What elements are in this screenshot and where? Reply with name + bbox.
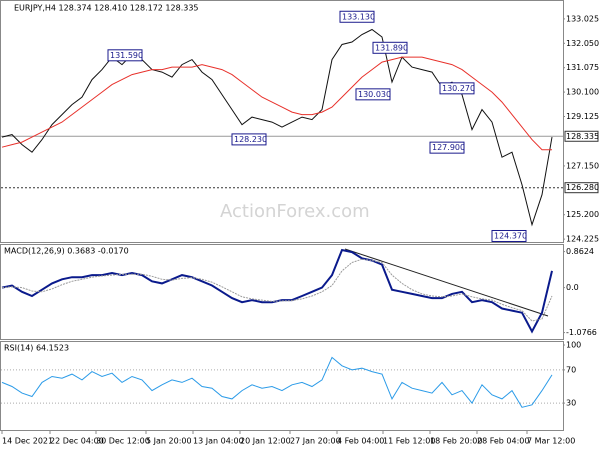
y-tick-label: 133.025: [566, 14, 599, 23]
series-line: [1, 258, 553, 322]
x-tick-label: 14 Dec 2021: [2, 437, 53, 446]
series-line: [1, 356, 553, 408]
series-line: [1, 28, 553, 227]
x-tick-label: 13 Jan 04:00: [193, 437, 244, 446]
annotation-box: [429, 141, 465, 154]
y-tick-label: 100: [566, 341, 581, 350]
x-tick-label: 18 Feb 20:00: [430, 437, 482, 446]
y-tick-label: 0.0: [566, 283, 579, 292]
x-tick-label: 5 Jan 20:00: [146, 437, 192, 446]
y-tick-label: 30: [566, 399, 576, 408]
series-line: [1, 248, 553, 334]
y-tick-label: 124.225: [566, 235, 599, 244]
y-tick-label: 129.125: [566, 112, 599, 121]
price-label: 128.335: [566, 132, 599, 141]
annotation-label: 131.890: [375, 43, 408, 52]
y-tick-label: -1.0766: [566, 328, 597, 337]
annotation-box: [372, 41, 408, 54]
annotation-box: [107, 49, 143, 62]
x-tick-label: 30 Dec 12:00: [96, 437, 150, 446]
x-tick-label: 4 Feb 04:00: [337, 437, 384, 446]
annotation-label: 130.030: [358, 90, 391, 99]
watermark: ActionForex.com: [220, 201, 370, 222]
annotation-label: 128.230: [234, 135, 267, 144]
x-tick-label: 22 Dec 04:00: [50, 437, 104, 446]
x-tick-label: 27 Jan 20:00: [290, 437, 341, 446]
price-panel: [0, 0, 564, 243]
annotation-box: [439, 82, 475, 95]
annotation-label: 130.270: [442, 84, 475, 93]
x-tick-label: 28 Feb 04:00: [477, 437, 529, 446]
rsi-title: RSI(14) 64.1523: [4, 344, 69, 353]
price-label-box: [564, 182, 599, 194]
chart-title: EURJPY,H4 128.374 128.410 128.172 128.33…: [14, 4, 199, 13]
y-tick-label: 130.100: [566, 88, 599, 97]
y-tick-label: 131.075: [566, 63, 599, 72]
annotation-label: 124.370: [494, 231, 527, 240]
annotation-box: [355, 88, 391, 101]
macd-panel: [0, 244, 564, 340]
annotation-box: [339, 10, 375, 23]
macd-title: MACD(12,26,9) 0.3683 -0.0170: [4, 247, 129, 256]
y-tick-label: 0.8624: [566, 247, 594, 256]
x-tick-label: 11 Feb 12:00: [383, 437, 435, 446]
annotation-box: [231, 133, 267, 146]
y-tick-label: 125.200: [566, 210, 599, 219]
price-label: 126.280: [566, 183, 599, 192]
x-tick-label: 20 Jan 12:00: [240, 437, 291, 446]
annotation-box: [491, 229, 527, 242]
y-tick-label: 70: [566, 365, 576, 374]
trend-line: [344, 248, 549, 317]
y-tick-label: 127.150: [566, 161, 599, 170]
series-line: [1, 56, 552, 151]
y-tick-label: 132.050: [566, 39, 599, 48]
annotation-label: 133.130: [342, 12, 375, 21]
annotation-label: 131.590: [110, 51, 143, 60]
x-tick-label: 7 Mar 12:00: [527, 437, 575, 446]
annotation-label: 127.900: [432, 143, 465, 152]
rsi-panel: [0, 341, 564, 431]
price-label-box: [564, 130, 599, 142]
